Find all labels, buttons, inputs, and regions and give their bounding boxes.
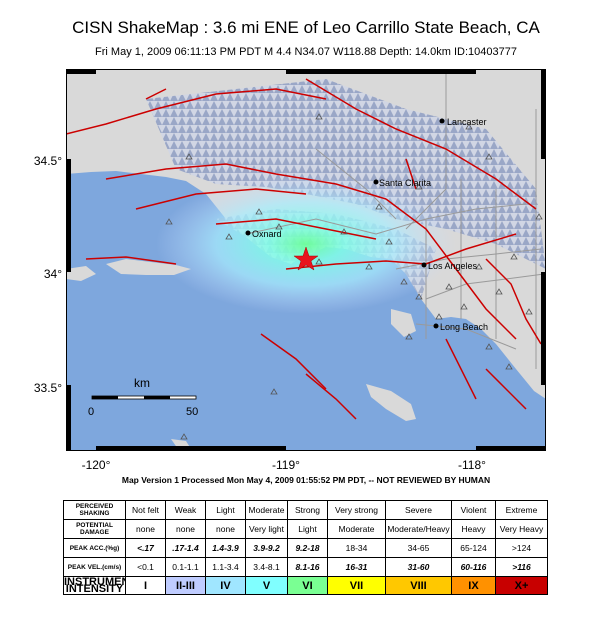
legend-cell: 3.4-8.1 bbox=[245, 557, 288, 577]
star-icon bbox=[293, 246, 319, 271]
legend-cell: Violent bbox=[451, 500, 496, 520]
legend-cell: Severe bbox=[385, 500, 452, 520]
legend-row-shaking: PERCEIVED SHAKING Not felt Weak Light Mo… bbox=[63, 500, 548, 520]
intensity-swatch: VIII bbox=[385, 576, 452, 595]
city-oxnard: Oxnard bbox=[245, 229, 282, 239]
city-long-beach: Long Beach bbox=[433, 322, 488, 332]
legend-cell: Extreme bbox=[495, 500, 548, 520]
legend-cell: 3.9-9.2 bbox=[245, 538, 288, 558]
legend-row-damage: POTENTIAL DAMAGE none none none Very lig… bbox=[63, 519, 548, 539]
legend-cell: Very strong bbox=[327, 500, 386, 520]
legend-row-vel: PEAK VEL.(cm/s) <0.1 0.1-1.1 1.1-3.4 3.4… bbox=[63, 557, 548, 577]
legend-cell: .17-1.4 bbox=[165, 538, 206, 558]
svg-text:Oxnard: Oxnard bbox=[252, 229, 282, 239]
palos-verdes bbox=[391, 309, 416, 337]
legend-header-vel: PEAK VEL.(cm/s) bbox=[63, 557, 126, 577]
intensity-legend: PERCEIVED SHAKING Not felt Weak Light Mo… bbox=[63, 500, 548, 595]
santa-cruz-island bbox=[106, 259, 191, 275]
lon-label-118: -118° bbox=[458, 458, 486, 472]
lon-label-120: -120° bbox=[81, 458, 111, 472]
svg-text:50: 50 bbox=[186, 406, 198, 418]
legend-cell: 0.1-1.1 bbox=[165, 557, 206, 577]
intensity-swatch: IV bbox=[205, 576, 246, 595]
legend-cell: Weak bbox=[165, 500, 206, 520]
lat-label-34: 34° bbox=[43, 267, 62, 281]
city-lancaster: Lancaster bbox=[439, 117, 487, 127]
legend-cell: 8.1-16 bbox=[287, 557, 328, 577]
legend-cell: 18-34 bbox=[327, 538, 386, 558]
legend-cell: Light bbox=[205, 500, 246, 520]
intensity-swatch: X+ bbox=[495, 576, 548, 595]
legend-header-intensity: INSTRUMENTAL INTENSITY bbox=[63, 576, 126, 595]
legend-cell: 1.1-3.4 bbox=[205, 557, 246, 577]
event-details: Fri May 1, 2009 06:11:13 PM PDT M 4.4 N3… bbox=[95, 46, 517, 58]
legend-cell: 9.2-18 bbox=[287, 538, 328, 558]
legend-cell: 65-124 bbox=[451, 538, 496, 558]
version-note: Map Version 1 Processed Mon May 4, 2009 … bbox=[121, 475, 491, 485]
legend-cell: Strong bbox=[287, 500, 328, 520]
legend-cell: Heavy bbox=[451, 519, 496, 539]
svg-text:km: km bbox=[134, 376, 150, 390]
road-network bbox=[245, 69, 545, 369]
santa-rosa-island bbox=[66, 266, 96, 281]
intensity-swatch: VII bbox=[327, 576, 386, 595]
legend-cell: <0.1 bbox=[125, 557, 166, 577]
legend-cell: Moderate bbox=[327, 519, 386, 539]
fault-lines bbox=[66, 78, 542, 420]
intensity-swatch: IX bbox=[451, 576, 496, 595]
legend-header-shaking: PERCEIVED SHAKING bbox=[63, 500, 126, 520]
legend-cell: Not felt bbox=[125, 500, 166, 520]
legend-cell: 60-116 bbox=[451, 557, 496, 577]
legend-cell: Light bbox=[287, 519, 328, 539]
intensity-swatch: I bbox=[125, 576, 166, 595]
legend-row-acc: PEAK ACC.(%g) <.17 .17-1.4 1.4-3.9 3.9-9… bbox=[63, 538, 548, 558]
svg-text:Long Beach: Long Beach bbox=[440, 322, 488, 332]
legend-cell: Moderate bbox=[245, 500, 288, 520]
lon-label-119: -119° bbox=[272, 458, 300, 472]
seismic-stations bbox=[165, 113, 543, 440]
intensity-swatch: V bbox=[245, 576, 288, 595]
svg-text:Lancaster: Lancaster bbox=[447, 117, 487, 127]
legend-header-damage: POTENTIAL DAMAGE bbox=[63, 519, 126, 539]
legend-cell: 1.4-3.9 bbox=[205, 538, 246, 558]
santa-catalina-island bbox=[366, 384, 416, 421]
city-santa-clarita: Santa Clarita bbox=[373, 178, 431, 188]
shakemap: Lancaster Santa Clarita Oxnard Los Angel… bbox=[66, 69, 546, 451]
legend-cell: 34-65 bbox=[385, 538, 452, 558]
intensity-swatch: VI bbox=[287, 576, 328, 595]
svg-text:Los Angeles: Los Angeles bbox=[428, 261, 478, 271]
legend-cell: <.17 bbox=[125, 538, 166, 558]
legend-cell: 16-31 bbox=[327, 557, 386, 577]
legend-cell: Very Heavy bbox=[495, 519, 548, 539]
legend-cell: >116 bbox=[495, 557, 548, 577]
map-frame bbox=[66, 69, 546, 451]
intensity-swatch: II-III bbox=[165, 576, 206, 595]
map-title: CISN ShakeMap : 3.6 mi ENE of Leo Carril… bbox=[72, 18, 540, 37]
legend-cell: none bbox=[165, 519, 206, 539]
svg-text:0: 0 bbox=[88, 406, 94, 418]
lat-label-33-5: 33.5° bbox=[33, 381, 62, 395]
scale-bar: km 0 50 bbox=[88, 376, 198, 418]
legend-header-acc: PEAK ACC.(%g) bbox=[63, 538, 126, 558]
legend-cell: none bbox=[125, 519, 166, 539]
legend-cell: Very light bbox=[245, 519, 288, 539]
legend-cell: 31-60 bbox=[385, 557, 452, 577]
svg-text:Santa Clarita: Santa Clarita bbox=[379, 178, 431, 188]
city-los-angeles: Los Angeles bbox=[421, 261, 478, 271]
lat-label-34-5: 34.5° bbox=[33, 154, 62, 168]
legend-cell: none bbox=[205, 519, 246, 539]
shaking-intensity-overlay bbox=[156, 174, 456, 314]
shakemap-canvas: Lancaster Santa Clarita Oxnard Los Angel… bbox=[66, 69, 546, 451]
legend-row-intensity: INSTRUMENTAL INTENSITY I II-III IV V VI … bbox=[63, 576, 548, 595]
legend-cell: Moderate/Heavy bbox=[385, 519, 452, 539]
legend-cell: >124 bbox=[495, 538, 548, 558]
